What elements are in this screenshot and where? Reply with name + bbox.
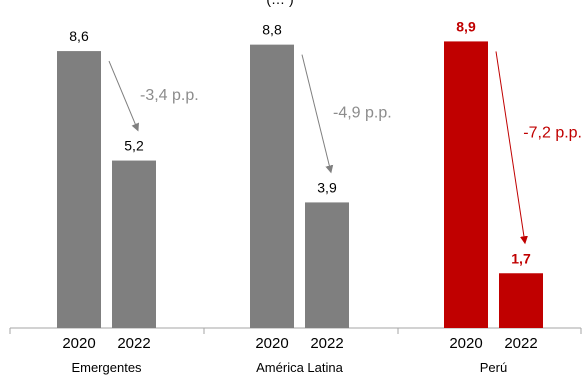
change-label-peru: -7,2 p.p. (523, 124, 582, 141)
data-label-peru-2020: 8,9 (456, 18, 476, 34)
x-tick-label-peru-2020: 2020 (449, 335, 482, 352)
bar-emergentes-2022 (112, 160, 156, 328)
bar-peru-2022 (499, 273, 543, 328)
group-label-peru: Perú (480, 360, 507, 375)
bar-emergentes-2020 (57, 51, 101, 329)
chart-title-fragment: (… ) (266, 0, 293, 7)
bar-america-latina-2020 (250, 44, 294, 328)
x-tick-label-peru-2022: 2022 (504, 335, 537, 352)
change-arrow-peru (495, 51, 528, 245)
change-label-america-latina: -4,9 p.p. (333, 105, 392, 122)
change-arrow-emergentes (108, 60, 139, 132)
x-tick-label-emergentes-2022: 2022 (117, 335, 150, 352)
bar-america-latina-2022 (305, 202, 349, 328)
group-label-america-latina: América Latina (256, 360, 343, 375)
x-tick-label-emergentes-2020: 2020 (62, 335, 95, 352)
bar-peru-2020 (444, 41, 488, 329)
data-label-emergentes-2020: 8,6 (69, 28, 89, 44)
x-tick-label-america-latina-2022: 2022 (310, 335, 343, 352)
x-tick-label-america-latina-2020: 2020 (255, 335, 288, 352)
change-arrow-america-latina (301, 54, 334, 174)
group-label-emergentes: Emergentes (71, 360, 142, 375)
data-label-peru-2022: 1,7 (511, 250, 531, 266)
change-label-emergentes: -3,4 p.p. (140, 87, 199, 104)
data-label-america-latina-2020: 8,8 (262, 22, 282, 38)
data-label-america-latina-2022: 3,9 (317, 179, 337, 195)
data-label-emergentes-2022: 5,2 (124, 138, 144, 154)
